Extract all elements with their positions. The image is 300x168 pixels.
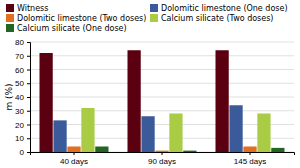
tick-label: 40 — [15, 93, 24, 102]
plot: 0 10 20 30 40 50 60 70 80 40 days 90 days 145 days — [15, 38, 294, 166]
tick-mark — [27, 97, 30, 98]
tick-label: 30 — [15, 107, 24, 116]
tick: 40 days — [60, 152, 88, 166]
legend-label: Calcium silicate (One dose) — [17, 24, 127, 33]
series — [95, 147, 284, 153]
tick: 90 days — [148, 152, 176, 166]
legend-label: Dolomitic limestone (One dose) — [161, 4, 288, 13]
tick-label: 90 days — [148, 157, 176, 166]
bar — [127, 50, 140, 152]
legend-label: Dolomitic limestone (Two doses) — [17, 14, 146, 23]
legend-item: Dolomitic limestone (Two doses) — [6, 14, 146, 23]
tick-mark — [27, 138, 30, 139]
tick: 60 — [15, 66, 30, 75]
grid-line — [30, 69, 294, 70]
legend-swatch — [6, 24, 14, 32]
tick-mark — [250, 152, 251, 155]
bars — [39, 50, 284, 152]
tick-label: 70 — [15, 52, 24, 61]
tick-label: 60 — [15, 66, 24, 75]
grid — [30, 42, 294, 152]
tick: 40 — [15, 93, 30, 102]
tick-label: 80 — [15, 38, 24, 47]
tick-mark — [27, 152, 30, 153]
legend-swatch — [6, 14, 14, 22]
legend-swatch — [6, 4, 14, 12]
tick-mark — [27, 125, 30, 126]
legend: Witness Dolomitic limestone (One dose) Dol… — [6, 4, 288, 33]
tick: 0 — [20, 148, 30, 157]
tick-mark — [27, 70, 30, 71]
tick-mark — [74, 152, 75, 155]
tick-label: 10 — [15, 134, 24, 143]
grid-line — [30, 138, 294, 139]
legend-item: Dolomitic limestone (One dose) — [150, 4, 288, 13]
tick-mark — [27, 56, 30, 57]
legend-label: Calcium silicate (Two doses) — [161, 14, 274, 23]
bar — [243, 147, 256, 153]
tick-mark — [27, 111, 30, 112]
bar — [155, 151, 168, 152]
tick-label: 20 — [15, 121, 24, 130]
bar — [95, 147, 108, 153]
tick-mark — [162, 152, 163, 155]
grid-line — [30, 42, 294, 43]
legend-item: Calcium silicate (One dose) — [6, 24, 127, 33]
tick: 20 — [15, 121, 30, 130]
bar — [39, 53, 52, 152]
series — [39, 50, 228, 152]
axis-line — [27, 43, 31, 153]
series — [53, 105, 242, 152]
tick: 30 — [15, 107, 30, 116]
bar — [141, 116, 154, 152]
tick: 50 — [15, 79, 30, 88]
series — [67, 147, 256, 153]
legend-item: Calcium silicate (Two doses) — [150, 14, 274, 23]
chart: 0 10 20 30 40 50 60 70 80 40 days 90 days 145 days m… — [0, 0, 300, 168]
tick-label: 0 — [20, 148, 25, 157]
axis-line — [31, 153, 295, 156]
bar — [183, 151, 196, 152]
grid-line — [30, 97, 294, 98]
bar — [229, 105, 242, 152]
tick: 70 — [15, 52, 30, 61]
bar — [169, 114, 182, 153]
bar — [271, 148, 284, 152]
legend-swatch — [150, 4, 158, 12]
grid-line — [30, 124, 294, 125]
bar — [67, 147, 80, 153]
bar — [257, 114, 270, 153]
grid-line — [30, 55, 294, 56]
tick-label: 40 days — [60, 157, 88, 166]
tick: 80 — [15, 38, 30, 47]
tick: 10 — [15, 134, 30, 143]
legend-item: Witness — [6, 4, 48, 13]
tick-label: 50 — [15, 79, 24, 88]
y-axis: 0 10 20 30 40 50 60 70 80 — [15, 38, 30, 157]
legend-swatch — [150, 14, 158, 22]
series — [81, 108, 270, 152]
tick-mark — [27, 42, 30, 43]
x-axis: 40 days 90 days 145 days — [31, 152, 295, 166]
tick-label: 145 days — [234, 157, 266, 166]
bar — [215, 50, 228, 152]
bar — [81, 108, 94, 152]
bar — [53, 120, 66, 152]
tick-mark — [27, 83, 30, 84]
grid-line — [30, 83, 294, 84]
tick: 145 days — [234, 152, 266, 166]
y-axis-title: m (%) — [4, 83, 14, 110]
legend-label: Witness — [17, 4, 48, 13]
grid-line — [30, 110, 294, 111]
